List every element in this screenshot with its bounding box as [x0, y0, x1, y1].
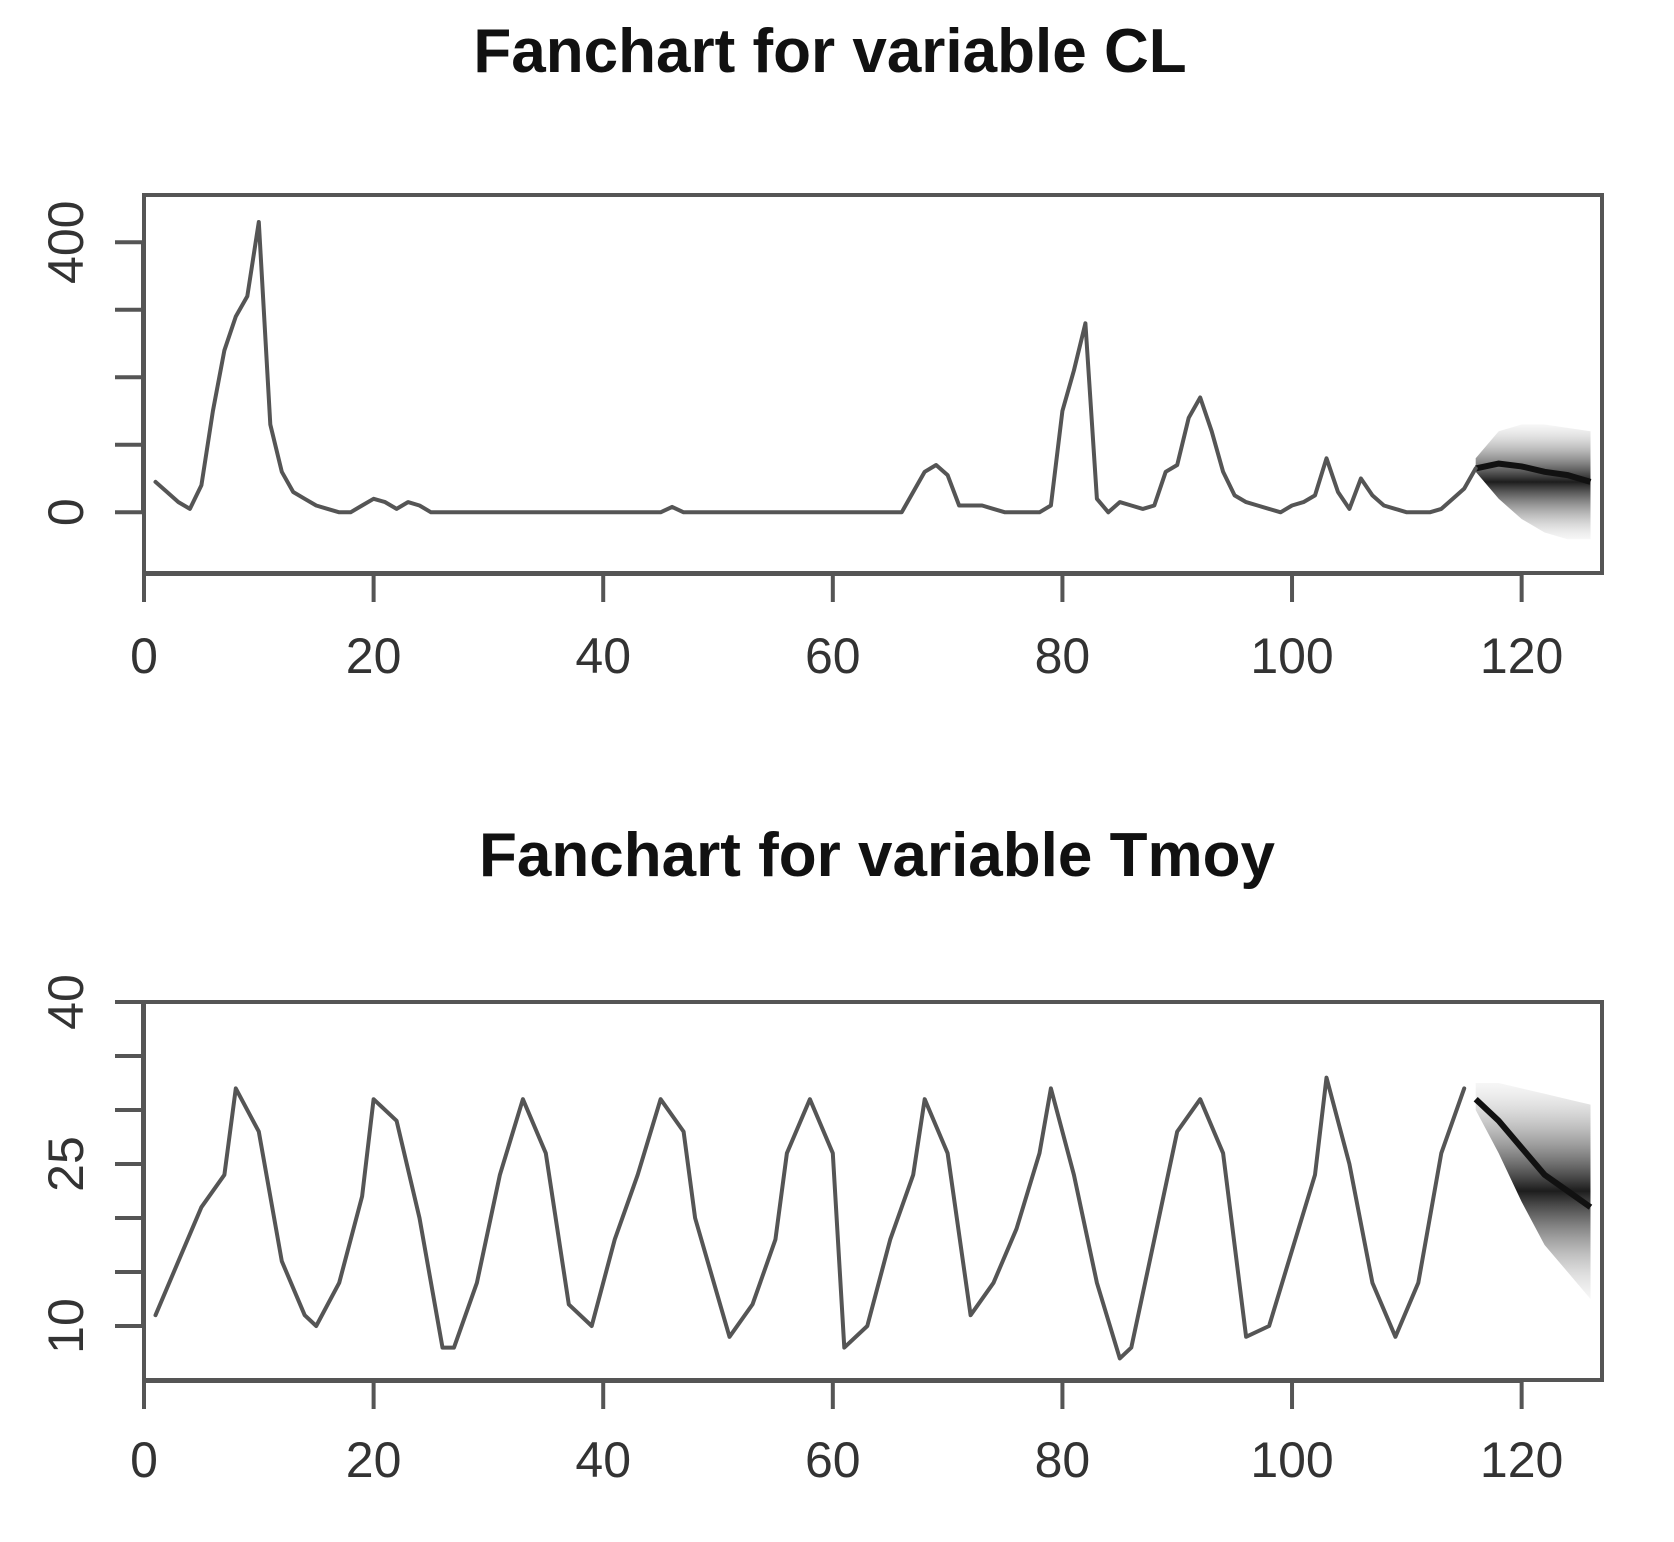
x-tick-label: 40: [575, 1432, 631, 1488]
x-tick-label: 40: [575, 628, 631, 684]
series-line-cl: [153, 220, 1478, 515]
forecast-median-cl: [1475, 460, 1592, 485]
x-tick-label: 100: [1250, 628, 1333, 684]
y-tick-label: 400: [38, 201, 94, 284]
x-tick-label: 20: [346, 628, 402, 684]
y-axis-cl: 0 400: [38, 201, 145, 526]
x-tick-label: 0: [130, 1432, 158, 1488]
x-axis-cl: 0 20 40 60 80 100 120: [130, 572, 1563, 684]
x-axis-tmoy: 0 20 40 60 80 100 120: [130, 1379, 1563, 1488]
x-tick-label: 80: [1035, 628, 1091, 684]
x-tick-label: 60: [805, 1432, 861, 1488]
forecast-fan-tmoy: [1475, 1083, 1591, 1299]
y-tick-label: 40: [38, 974, 94, 1030]
y-axis-tmoy: 10 25 40: [38, 974, 145, 1354]
forecast-median-tmoy: [1473, 1097, 1593, 1210]
x-tick-label: 100: [1250, 1432, 1333, 1488]
x-tick-label: 120: [1480, 1432, 1563, 1488]
x-tick-label: 60: [805, 628, 861, 684]
x-tick-label: 120: [1480, 628, 1563, 684]
plot-frame-cl: [142, 193, 1604, 575]
y-tick-label: 25: [38, 1136, 94, 1192]
y-tick-label: 0: [38, 498, 94, 526]
x-tick-label: 20: [346, 1432, 402, 1488]
chart-title-tmoy: Fanchart for variable Tmoy: [479, 821, 1275, 890]
x-tick-label: 80: [1035, 1432, 1091, 1488]
series-line-tmoy: [153, 1075, 1467, 1361]
chart-panel-cl: Fanchart for variable CL 0 20 40 60 80 100 120…: [38, 17, 1604, 684]
chart-title-cl: Fanchart for variable CL: [473, 17, 1186, 86]
forecast-fan-cl: [1475, 424, 1591, 540]
x-tick-label: 0: [130, 628, 158, 684]
y-tick-label: 10: [38, 1298, 94, 1354]
chart-panel-tmoy: Fanchart for variable Tmoy 0 20 40 60 80 100 1…: [38, 821, 1604, 1488]
